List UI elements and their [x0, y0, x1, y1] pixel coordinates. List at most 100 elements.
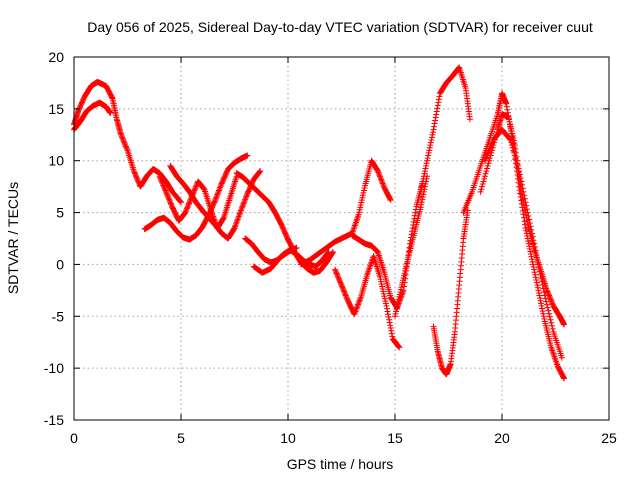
- data-point: [241, 197, 248, 204]
- data-point: [243, 193, 250, 200]
- data-point: [387, 325, 394, 332]
- data-point: [200, 185, 207, 192]
- data-point: [531, 266, 538, 273]
- data-point: [119, 135, 126, 142]
- data-point: [479, 181, 486, 188]
- data-point: [163, 190, 170, 197]
- data-point: [511, 152, 518, 159]
- data-point: [377, 173, 384, 180]
- data-point: [182, 208, 189, 215]
- data-point: [218, 181, 225, 188]
- data-point: [163, 188, 170, 195]
- data-point: [339, 284, 346, 291]
- data-point: [375, 170, 382, 177]
- data-point: [213, 194, 220, 201]
- data-point: [108, 94, 115, 101]
- data-point: [236, 210, 243, 217]
- data-point: [167, 199, 174, 206]
- data-point: [503, 103, 510, 110]
- data-point: [388, 330, 395, 337]
- data-point: [520, 188, 527, 195]
- data-point: [235, 213, 242, 220]
- data-point: [217, 183, 224, 190]
- data-point: [533, 254, 540, 261]
- plot-frame: [73, 56, 610, 421]
- data-point: [237, 208, 244, 215]
- data-point: [238, 206, 245, 213]
- data-point: [433, 108, 440, 115]
- data-point: [524, 209, 531, 216]
- data-point: [232, 222, 239, 229]
- data-point: [334, 271, 341, 278]
- data-point: [385, 311, 392, 318]
- data-point: [538, 300, 545, 307]
- data-point: [122, 143, 129, 150]
- data-point: [354, 302, 361, 309]
- data-point: [481, 175, 488, 182]
- data-point: [532, 274, 539, 281]
- data-point: [541, 315, 548, 322]
- data-point: [428, 134, 435, 141]
- data-point: [232, 223, 239, 230]
- data-point: [534, 257, 541, 264]
- data-point: [135, 178, 142, 185]
- data-point: [335, 274, 342, 281]
- data-point: [536, 264, 543, 271]
- data-point: [420, 191, 427, 198]
- data-point: [383, 302, 390, 309]
- data-point: [119, 134, 126, 141]
- data-point: [521, 192, 528, 199]
- data-point: [530, 261, 537, 268]
- data-point: [519, 185, 526, 192]
- data-point: [396, 344, 403, 351]
- data-point: [430, 126, 437, 133]
- data-point: [418, 201, 425, 208]
- data-point: [411, 215, 418, 222]
- data-point: [133, 173, 140, 180]
- data-point: [536, 292, 543, 299]
- y-tick-label: 20: [48, 49, 64, 65]
- data-point: [521, 195, 528, 202]
- data-point: [409, 225, 416, 232]
- data-point: [478, 186, 485, 193]
- data-point: [527, 248, 534, 255]
- data-point: [531, 240, 538, 247]
- data-point: [342, 291, 349, 298]
- data-point: [538, 278, 545, 285]
- data-point: [504, 106, 511, 113]
- data-point: [477, 188, 484, 195]
- data-point: [530, 237, 537, 244]
- data-point: [534, 282, 541, 289]
- data-point: [522, 199, 529, 206]
- data-point: [434, 105, 441, 112]
- data-point: [525, 240, 532, 247]
- data-point: [528, 256, 535, 263]
- data-point: [159, 181, 166, 188]
- data-point: [235, 214, 242, 221]
- data-point: [509, 144, 516, 151]
- data-point: [526, 216, 533, 223]
- data-point: [183, 205, 190, 212]
- data-point: [542, 295, 549, 302]
- data-point: [484, 162, 491, 169]
- data-point: [540, 285, 547, 292]
- data-point: [385, 313, 392, 320]
- y-tick-labels: -15 -10 -5 0 5 10 15 20: [44, 49, 64, 428]
- data-point: [548, 299, 555, 306]
- data-point: [236, 211, 243, 218]
- data-point: [531, 244, 538, 251]
- data-point: [214, 191, 221, 198]
- data-point: [561, 321, 568, 328]
- data-point: [395, 343, 402, 350]
- data-point: [531, 269, 538, 276]
- data-point: [211, 198, 218, 205]
- data-point: [216, 186, 223, 193]
- data-point: [156, 173, 163, 180]
- data-point: [120, 138, 127, 145]
- data-point: [419, 194, 426, 201]
- data-point: [131, 169, 138, 176]
- data-point: [395, 343, 402, 350]
- data-point: [526, 219, 533, 226]
- data-point: [436, 93, 443, 100]
